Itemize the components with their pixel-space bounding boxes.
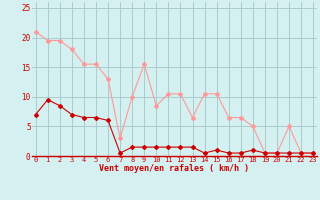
X-axis label: Vent moyen/en rafales ( km/h ): Vent moyen/en rafales ( km/h ) (100, 164, 249, 173)
